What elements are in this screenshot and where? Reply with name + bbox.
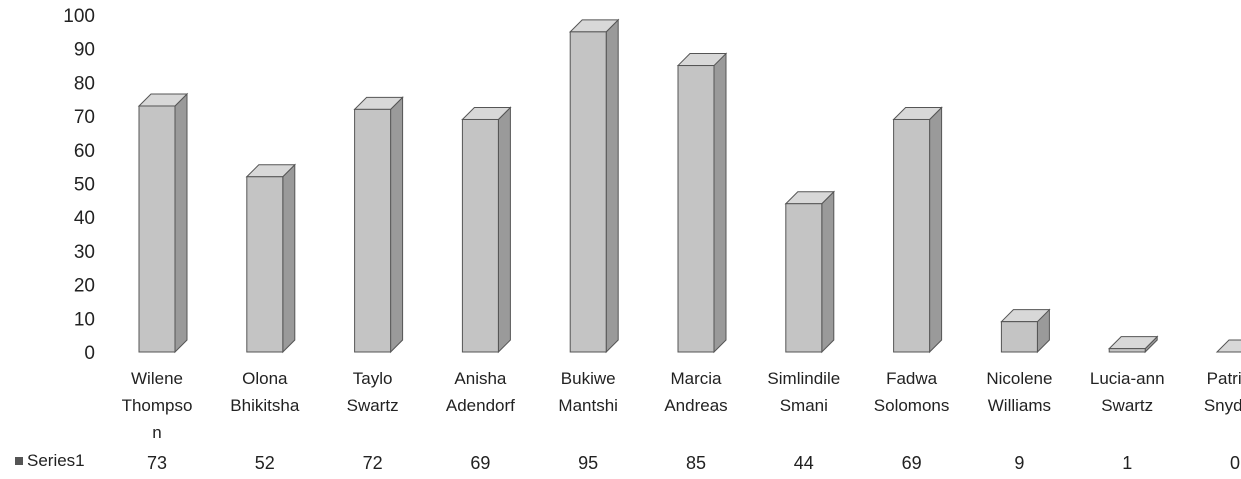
category-label: Swartz bbox=[1101, 396, 1153, 415]
bar bbox=[1215, 339, 1241, 353]
bar bbox=[568, 18, 620, 354]
x-axis-categories: Wilene Thompso n Olona Bhikitsha Taylo Swartz A… bbox=[122, 369, 1241, 442]
bar-side bbox=[713, 52, 727, 354]
y-axis: 0 10 20 30 40 50 60 70 80 90 100 bbox=[63, 6, 95, 364]
category-label: Solomons bbox=[874, 396, 950, 415]
category-label: Bhikitsha bbox=[230, 396, 300, 415]
y-tick-label: 30 bbox=[74, 242, 95, 263]
y-tick-label: 10 bbox=[74, 309, 95, 330]
category-label: Olona bbox=[242, 369, 288, 388]
data-table-value: 85 bbox=[686, 453, 706, 473]
y-tick-label: 60 bbox=[74, 141, 95, 162]
bar bbox=[676, 52, 728, 354]
bar-front bbox=[246, 176, 284, 353]
bars bbox=[137, 18, 1241, 354]
y-tick-label: 0 bbox=[84, 343, 95, 364]
category-label: Wilene bbox=[131, 369, 183, 388]
bar bbox=[892, 106, 943, 354]
bar-side bbox=[497, 106, 511, 354]
category-label: Adendorf bbox=[446, 396, 515, 415]
category-label: Nicolene bbox=[986, 369, 1052, 388]
bar-top bbox=[1215, 339, 1241, 353]
category-label: Swartz bbox=[347, 396, 399, 415]
bar-front bbox=[461, 118, 499, 353]
bar-front bbox=[785, 203, 823, 353]
y-tick-label: 70 bbox=[74, 107, 95, 128]
y-tick-label: 100 bbox=[63, 6, 95, 27]
bar-front bbox=[677, 65, 715, 353]
category-label: Andreas bbox=[664, 396, 727, 415]
bar bbox=[1107, 335, 1159, 354]
category-label: Lucia-ann bbox=[1090, 369, 1165, 388]
y-tick-label: 90 bbox=[74, 40, 95, 61]
category-label: Simlindile bbox=[767, 369, 840, 388]
bar-side bbox=[929, 106, 943, 354]
category-label: Taylo bbox=[353, 369, 393, 388]
bar bbox=[353, 96, 404, 354]
category-label: Thompso bbox=[122, 396, 193, 415]
category-label: n bbox=[152, 423, 161, 442]
category-label: Fadwa bbox=[886, 369, 938, 388]
bar-side bbox=[174, 92, 188, 354]
y-tick-label: 20 bbox=[74, 276, 95, 297]
data-table-value: 69 bbox=[470, 453, 490, 473]
legend-key-icon bbox=[15, 457, 23, 465]
category-label: Anisha bbox=[454, 369, 507, 388]
bar-side bbox=[282, 163, 296, 354]
bar-side bbox=[390, 96, 404, 354]
bar-front bbox=[354, 108, 392, 353]
bar-side bbox=[821, 190, 835, 354]
data-table-value: 44 bbox=[794, 453, 814, 473]
bar-side bbox=[605, 18, 619, 354]
data-table-value: 73 bbox=[147, 453, 167, 473]
data-table-value: 52 bbox=[255, 453, 275, 473]
y-tick-label: 50 bbox=[74, 175, 95, 196]
data-table-value: 0 bbox=[1230, 453, 1240, 473]
bar bbox=[1000, 308, 1051, 354]
category-label: Patricia bbox=[1207, 369, 1241, 388]
data-table-value: 69 bbox=[902, 453, 922, 473]
category-label: Williams bbox=[988, 396, 1051, 415]
bar-front bbox=[1000, 321, 1038, 353]
bar bbox=[461, 106, 512, 354]
category-label: Smani bbox=[780, 396, 828, 415]
bar-front bbox=[1108, 348, 1146, 353]
data-table-value: 9 bbox=[1014, 453, 1024, 473]
category-label: Marcia bbox=[670, 369, 722, 388]
category-label: Mantshi bbox=[558, 396, 618, 415]
bar bbox=[784, 190, 836, 354]
data-table-value: 1 bbox=[1122, 453, 1132, 473]
category-label: Snyders bbox=[1204, 396, 1241, 415]
y-tick-label: 80 bbox=[74, 73, 95, 94]
data-table-value: 72 bbox=[363, 453, 383, 473]
bar-front bbox=[893, 118, 931, 353]
bar bbox=[245, 163, 297, 354]
bar-front bbox=[569, 31, 607, 353]
bar bbox=[137, 92, 189, 354]
bar-front bbox=[138, 105, 176, 353]
y-tick-label: 40 bbox=[74, 208, 95, 229]
data-table-value: 95 bbox=[578, 453, 598, 473]
data-table: Series1 73 52 72 69 95 85 44 69 9 1 0 bbox=[15, 451, 1240, 473]
series-name-label: Series1 bbox=[27, 451, 85, 470]
category-label: Bukiwe bbox=[561, 369, 616, 388]
